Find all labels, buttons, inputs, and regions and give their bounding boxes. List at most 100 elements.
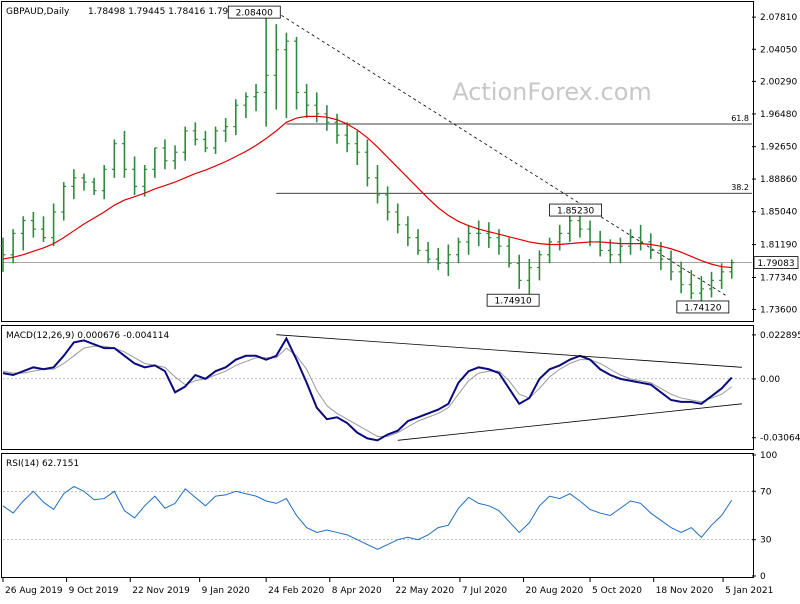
x-tick-label: 26 Aug 2019 [5,586,63,596]
price-bar [617,237,623,264]
price-bar [719,263,725,289]
price-bar [233,99,239,136]
price-y-tick-label: 1.92650 [760,143,797,153]
macd-layer: 0.022895 0.00 -0.030645 [2,331,800,444]
price-y-tick-label: 2.07810 [760,13,797,23]
macd-label: MACD(12,26,9) 0.000676 -0.004114 [6,331,169,341]
last-price-tag-label: 1.79083 [757,259,794,269]
price-y-tick-label: 1.85040 [760,208,797,218]
price-bar [182,126,188,161]
watermark: ActionForex.com [452,78,652,106]
x-tick-label: 5 Jan 2021 [725,586,773,596]
price-bar [51,203,57,247]
price-panel [1,1,754,322]
price-bar [496,229,502,255]
macd-trendline [276,334,742,368]
price-bar [314,92,320,123]
x-tick-label: 24 Feb 2020 [268,586,324,596]
price-bar [476,220,482,247]
price-bar [294,36,300,110]
macd-line [2,336,733,442]
price-y-tick-label: 1.81190 [760,241,797,251]
price-bar [344,122,350,153]
price-bar [415,229,421,255]
price-trendline [276,11,727,296]
macd-y-tick-label: 0.00 [760,375,780,385]
price-bar [678,261,684,294]
macd-trendline [397,403,742,441]
last-price-tag-box [753,256,799,269]
price-annotation: 1.74910 [486,293,540,307]
price-annotation-label: 1.74910 [494,297,531,307]
moving-average-line [2,115,732,269]
price-annotation-label: 1.85230 [557,207,594,217]
price-bar [304,83,310,119]
price-bar [395,203,401,234]
price-bar [61,182,67,221]
price-bar [20,216,26,251]
price-annotation: 1.85230 [549,203,602,217]
price-bar [375,165,380,204]
price-y-tick-label: 1.96480 [760,110,797,120]
price-bar [516,254,522,289]
rsi-panel [1,453,754,578]
price-bar [243,92,249,119]
price-bar [648,233,654,260]
price-annotation-box [486,293,540,307]
price-layer: 2.07810 2.04050 2.00290 1.96480 1.92650 1.888… [0,5,799,315]
price-bar [486,222,492,248]
price-annotation-label: 1.74120 [684,303,721,313]
fib-level-label: 38.2 [731,183,749,192]
price-bar [425,241,431,264]
price-annotation-box [227,5,281,19]
price-bar [283,32,289,119]
x-tick-label: 5 Oct 2020 [592,586,642,596]
price-bar [364,139,370,187]
rsi-y-tick-label: 0 [760,572,766,582]
price-bar [202,130,208,153]
price-bar [81,173,87,191]
rsi-y-tick-label: 30 [760,536,772,546]
x-tick-label: 22 May 2020 [395,586,454,596]
x-tick-label: 20 Aug 2020 [526,586,584,596]
x-tick-label: 22 Nov 2019 [132,586,190,596]
price-bar [526,259,532,299]
x-tick-label: 8 Apr 2020 [332,586,382,596]
price-bar [506,237,512,268]
price-bar [91,177,97,195]
last-price-tag: 1.79083 [753,256,799,269]
price-bar [162,139,168,170]
price-bar [213,126,219,154]
price-bar [668,250,674,281]
fib-level-label: 61.8 [731,114,749,123]
price-bar [435,247,441,271]
x-tick-label: 9 Oct 2019 [69,586,119,596]
price-bar [698,276,704,305]
price-bar [253,83,259,112]
macd-y-tick-label: 0.022895 [760,331,800,341]
price-bar [192,122,198,146]
price-bar [324,105,330,131]
price-bar [688,270,694,300]
macd-signal-line [2,345,733,437]
rsi-y-tick-label: 100 [760,451,777,461]
price-annotation-label: 2.08400 [236,9,273,19]
price-y-tick-label: 1.77340 [760,273,797,283]
price-bar [132,156,138,195]
price-bar [547,237,553,264]
x-axis: 26 Aug 2019 9 Oct 2019 22 Nov 2019 9 Jan 20… [2,577,773,596]
price-bar [273,24,279,110]
price-annotation-box [549,203,602,217]
price-bar [0,237,6,272]
rsi-line [2,485,733,550]
price-bar [466,224,472,255]
price-ohlc-label: 1.78498 1.79445 1.78416 1.79083 [88,7,245,17]
price-annotation-box [676,300,730,314]
price-y-tick-label: 2.04050 [760,45,797,55]
price-bar [638,224,644,251]
price-bar [142,165,148,197]
price-bar [40,216,46,242]
macd-panel [1,325,754,450]
price-bar [455,237,461,264]
